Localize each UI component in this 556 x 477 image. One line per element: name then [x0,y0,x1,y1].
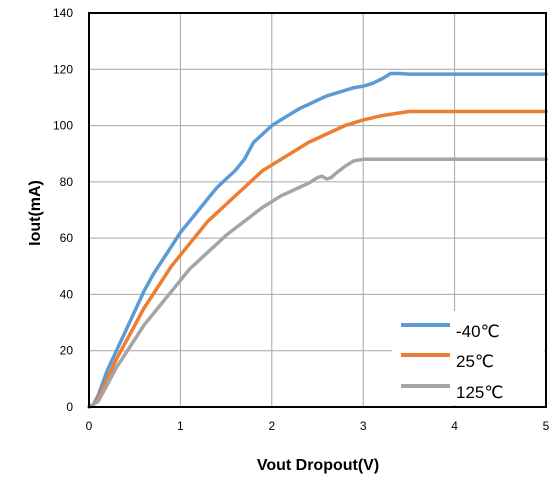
x-tick-label: 4 [451,419,458,433]
legend-label: -40℃ [456,322,500,341]
y-tick-label: 80 [60,175,74,189]
series-line-1 [87,109,548,409]
tick-labels: 0 1 2 3 4 5 0 20 40 60 80 100 120 140 [53,6,550,433]
y-tick-label: 100 [53,119,73,133]
y-tick-label: 20 [60,344,74,358]
x-tick-label: 5 [543,419,550,433]
y-tick-label: 40 [60,287,74,301]
x-tick-label: 3 [360,419,367,433]
y-tick-label: 140 [53,6,73,20]
y-tick-label: 0 [66,400,73,414]
legend-label: 125℃ [456,383,503,402]
plot-area-frame [88,12,547,408]
series-lines [87,71,548,409]
x-axis-title: Vout Dropout(V) [257,457,379,474]
legend-label: 25℃ [456,352,494,371]
x-tick-label: 2 [268,419,275,433]
x-tick-label: 0 [86,419,93,433]
y-axis-title: Iout(mA) [27,180,44,246]
series-line-2 [87,157,548,409]
y-tick-label: 120 [53,62,73,76]
x-tick-label: 1 [177,419,184,433]
series-line-0 [87,71,548,409]
legend: -40℃ 25℃ 125℃ [392,311,544,405]
y-tick-label: 60 [60,231,74,245]
